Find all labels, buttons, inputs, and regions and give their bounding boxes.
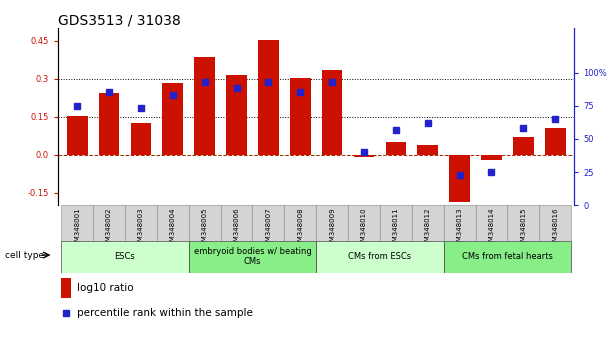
- Text: GSM348016: GSM348016: [552, 207, 558, 250]
- Bar: [444, 205, 475, 241]
- Bar: [507, 205, 540, 241]
- Bar: [475, 205, 507, 241]
- Text: GSM348013: GSM348013: [456, 207, 463, 250]
- Bar: [417, 145, 438, 155]
- Bar: [99, 93, 119, 155]
- Bar: [157, 205, 189, 241]
- Bar: [258, 40, 279, 155]
- Text: GSM348007: GSM348007: [265, 207, 271, 250]
- Bar: [322, 70, 343, 155]
- Text: embryoid bodies w/ beating
CMs: embryoid bodies w/ beating CMs: [194, 247, 312, 266]
- Text: GSM348015: GSM348015: [521, 207, 526, 250]
- Bar: [252, 205, 284, 241]
- Text: GSM348011: GSM348011: [393, 207, 399, 250]
- Text: GSM348009: GSM348009: [329, 207, 335, 250]
- Bar: [194, 57, 215, 155]
- Bar: [125, 205, 157, 241]
- Bar: [189, 241, 316, 273]
- Text: GSM348002: GSM348002: [106, 207, 112, 250]
- Bar: [61, 241, 189, 273]
- Bar: [412, 205, 444, 241]
- Bar: [290, 78, 310, 155]
- Bar: [444, 241, 571, 273]
- Bar: [316, 241, 444, 273]
- Bar: [545, 128, 566, 155]
- Bar: [449, 155, 470, 201]
- Bar: [189, 205, 221, 241]
- Bar: [354, 155, 375, 157]
- Bar: [348, 205, 380, 241]
- Bar: [93, 205, 125, 241]
- Bar: [61, 205, 93, 241]
- Bar: [481, 155, 502, 160]
- Text: GSM348012: GSM348012: [425, 207, 431, 250]
- Text: GSM348014: GSM348014: [488, 207, 494, 250]
- Bar: [67, 115, 87, 155]
- Bar: [221, 205, 252, 241]
- Text: GSM348001: GSM348001: [74, 207, 80, 250]
- Text: log10 ratio: log10 ratio: [76, 283, 133, 293]
- Text: GSM348004: GSM348004: [170, 207, 176, 250]
- Text: GSM348003: GSM348003: [138, 207, 144, 250]
- Text: cell type: cell type: [5, 251, 44, 259]
- Bar: [61, 278, 71, 298]
- Bar: [386, 142, 406, 155]
- Text: GSM348008: GSM348008: [298, 207, 303, 250]
- Text: GSM348010: GSM348010: [361, 207, 367, 250]
- Bar: [316, 205, 348, 241]
- Bar: [284, 205, 316, 241]
- Bar: [513, 137, 533, 155]
- Text: ESCs: ESCs: [115, 252, 136, 261]
- Bar: [131, 123, 152, 155]
- Text: GSM348005: GSM348005: [202, 207, 208, 250]
- Text: CMs from fetal hearts: CMs from fetal hearts: [462, 252, 553, 261]
- Text: GSM348006: GSM348006: [233, 207, 240, 250]
- Bar: [380, 205, 412, 241]
- Bar: [163, 83, 183, 155]
- Bar: [540, 205, 571, 241]
- Text: GDS3513 / 31038: GDS3513 / 31038: [58, 13, 181, 27]
- Text: CMs from ESCs: CMs from ESCs: [348, 252, 411, 261]
- Text: percentile rank within the sample: percentile rank within the sample: [76, 308, 252, 318]
- Bar: [226, 75, 247, 155]
